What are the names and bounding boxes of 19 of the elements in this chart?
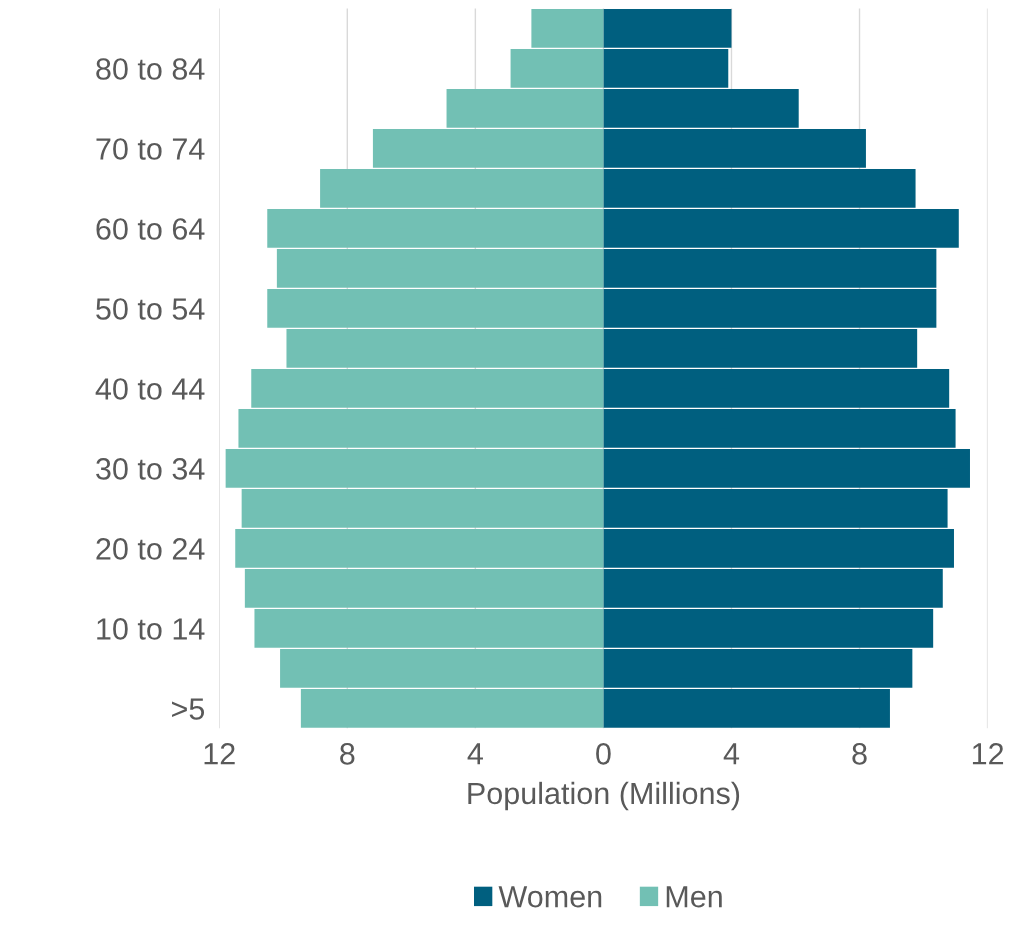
x-tick-label: 8 bbox=[340, 743, 355, 765]
legend-label: Women bbox=[498, 886, 602, 908]
y-tick-label: 30 to 34 bbox=[96, 458, 205, 480]
x-tick-label: 8 bbox=[852, 743, 867, 765]
y-tick-label: 20 to 24 bbox=[96, 538, 205, 560]
x-tick-label: 0 bbox=[596, 743, 611, 765]
y-tick-label: 70 to 74 bbox=[96, 138, 205, 160]
y-tick-label: 40 to 44 bbox=[95, 378, 205, 400]
y-tick-label: 50 to 54 bbox=[96, 298, 205, 320]
x-tick-label: 12 bbox=[204, 743, 235, 765]
y-tick-label: 10 to 14 bbox=[97, 618, 205, 640]
x-tick-label: 12 bbox=[972, 743, 1004, 765]
x-axis-title: Population (Millions) bbox=[468, 781, 740, 811]
y-tick-label: 60 to 64 bbox=[96, 218, 205, 240]
legend-label: Men bbox=[666, 886, 722, 908]
y-tick-label: >5 bbox=[172, 698, 205, 720]
x-tick-label: 4 bbox=[723, 743, 740, 765]
y-tick-label: 80 to 84 bbox=[96, 58, 205, 80]
x-tick-label: 4 bbox=[467, 743, 483, 765]
